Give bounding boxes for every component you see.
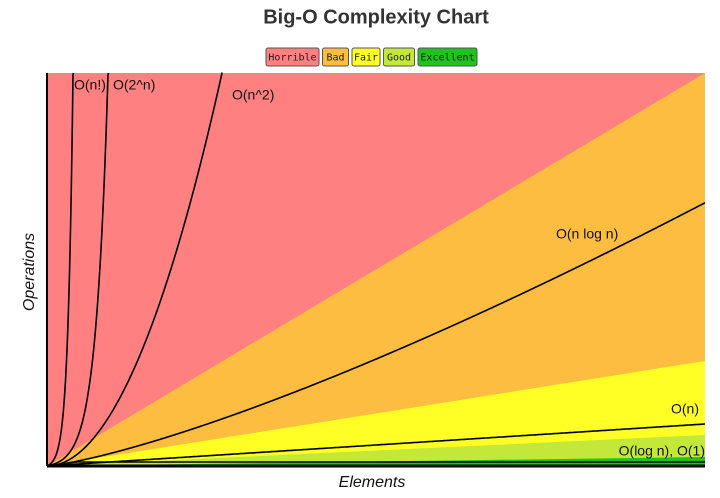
complexity-curve [47, 202, 706, 467]
y-axis-label: Operations [21, 233, 38, 311]
legend-swatch [322, 47, 349, 67]
complexity-curve [46, 461, 705, 467]
curve-label: O(log n), O(1) [619, 443, 705, 459]
complexity-curve [46, 72, 110, 467]
curve-label: O(n log n) [556, 226, 618, 242]
legend-swatch [383, 47, 415, 67]
region-fair [47, 361, 705, 466]
legend-label: Horrible [268, 53, 316, 64]
complexity-curve [47, 423, 705, 467]
legend-label: Bad [326, 53, 344, 64]
legend-label: Excellent [420, 53, 474, 64]
complexity-curve [47, 72, 223, 467]
complexity-curve [46, 72, 75, 467]
legend-swatch [351, 47, 381, 67]
x-axis-label: Elements [339, 474, 406, 491]
region-bad [47, 73, 705, 466]
region-good [47, 435, 705, 466]
chart-title: Big-O Complexity Chart [263, 6, 489, 28]
legend-label: Fair [354, 53, 378, 64]
curve-label: O(n^2) [232, 87, 274, 103]
curve-label: O(n!) [74, 77, 106, 93]
legend-swatch [417, 47, 478, 67]
legend-label: Good [387, 53, 411, 64]
curve-label: O(2^n) [113, 77, 155, 93]
legend-swatch [265, 47, 320, 67]
curve-label: O(n) [671, 401, 699, 417]
